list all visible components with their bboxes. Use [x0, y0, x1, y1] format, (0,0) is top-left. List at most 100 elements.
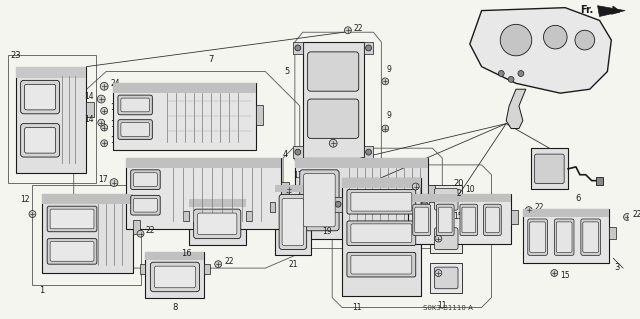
FancyBboxPatch shape: [583, 222, 598, 252]
FancyBboxPatch shape: [24, 128, 56, 153]
Circle shape: [98, 119, 105, 126]
Bar: [132, 220, 140, 234]
FancyBboxPatch shape: [308, 52, 359, 91]
FancyBboxPatch shape: [438, 207, 452, 233]
Bar: [189, 199, 246, 245]
Bar: [609, 227, 616, 239]
Text: 21: 21: [288, 260, 298, 269]
Text: 9: 9: [387, 111, 391, 120]
Text: 14: 14: [84, 115, 93, 124]
Bar: [431, 185, 462, 214]
Circle shape: [110, 179, 118, 187]
Bar: [246, 211, 252, 221]
Bar: [364, 42, 374, 54]
FancyBboxPatch shape: [556, 222, 572, 252]
Text: 22: 22: [224, 257, 234, 266]
Bar: [204, 264, 211, 274]
Circle shape: [422, 201, 428, 207]
Bar: [342, 178, 420, 188]
FancyBboxPatch shape: [351, 255, 412, 274]
FancyBboxPatch shape: [134, 173, 157, 187]
Text: 13: 13: [293, 201, 303, 210]
Bar: [255, 105, 264, 125]
Text: 4: 4: [283, 150, 288, 159]
Bar: [596, 177, 604, 185]
Text: 15: 15: [560, 271, 570, 280]
Bar: [295, 158, 428, 168]
FancyBboxPatch shape: [194, 209, 241, 239]
Text: 5: 5: [285, 67, 290, 76]
FancyBboxPatch shape: [436, 204, 454, 236]
FancyBboxPatch shape: [528, 219, 547, 255]
Circle shape: [382, 78, 388, 85]
Bar: [420, 197, 429, 212]
Circle shape: [382, 125, 388, 132]
FancyBboxPatch shape: [134, 198, 157, 212]
Bar: [183, 211, 189, 221]
Bar: [126, 158, 281, 229]
FancyBboxPatch shape: [47, 206, 97, 232]
Circle shape: [100, 82, 108, 90]
FancyBboxPatch shape: [121, 122, 149, 137]
Circle shape: [518, 70, 524, 77]
Text: 8: 8: [172, 303, 178, 313]
FancyBboxPatch shape: [24, 84, 56, 110]
Text: 14: 14: [84, 92, 93, 100]
Circle shape: [100, 108, 108, 114]
FancyBboxPatch shape: [131, 195, 160, 215]
Circle shape: [285, 216, 292, 222]
Bar: [342, 178, 420, 296]
FancyBboxPatch shape: [486, 207, 499, 233]
FancyBboxPatch shape: [435, 189, 458, 210]
Circle shape: [444, 216, 451, 222]
Circle shape: [500, 24, 532, 56]
FancyBboxPatch shape: [304, 174, 335, 227]
Circle shape: [435, 235, 442, 242]
Circle shape: [543, 25, 567, 49]
Bar: [145, 252, 204, 298]
Bar: [126, 158, 281, 168]
Bar: [33, 185, 141, 285]
Text: 24: 24: [110, 79, 120, 88]
Bar: [145, 252, 204, 260]
Polygon shape: [470, 8, 611, 93]
Bar: [408, 194, 511, 243]
Bar: [189, 199, 246, 207]
FancyBboxPatch shape: [47, 239, 97, 264]
FancyBboxPatch shape: [20, 80, 60, 114]
Bar: [42, 194, 132, 204]
Text: 22: 22: [145, 226, 155, 235]
Text: 15: 15: [453, 211, 463, 220]
Text: 20: 20: [454, 179, 464, 188]
Bar: [293, 146, 303, 158]
FancyBboxPatch shape: [484, 204, 501, 236]
Text: 11: 11: [438, 300, 447, 309]
Circle shape: [100, 124, 108, 131]
FancyBboxPatch shape: [121, 98, 149, 112]
Text: 14: 14: [110, 103, 120, 112]
Bar: [334, 197, 342, 212]
FancyBboxPatch shape: [282, 198, 304, 246]
FancyBboxPatch shape: [118, 95, 152, 115]
FancyBboxPatch shape: [198, 213, 237, 235]
Bar: [428, 185, 435, 202]
Bar: [113, 83, 255, 150]
Bar: [293, 42, 303, 54]
Bar: [531, 148, 568, 189]
Bar: [431, 263, 462, 293]
Text: 22: 22: [633, 210, 640, 219]
Text: 17: 17: [99, 175, 108, 184]
Bar: [431, 224, 462, 253]
Text: 9: 9: [387, 65, 391, 74]
Bar: [140, 264, 145, 274]
FancyBboxPatch shape: [50, 209, 94, 229]
Circle shape: [412, 183, 419, 190]
Bar: [8, 55, 96, 182]
Polygon shape: [506, 89, 526, 129]
Circle shape: [365, 45, 371, 51]
FancyBboxPatch shape: [554, 219, 574, 255]
FancyBboxPatch shape: [150, 262, 200, 292]
FancyBboxPatch shape: [534, 154, 564, 183]
Bar: [275, 185, 310, 255]
Text: 15: 15: [110, 136, 120, 145]
